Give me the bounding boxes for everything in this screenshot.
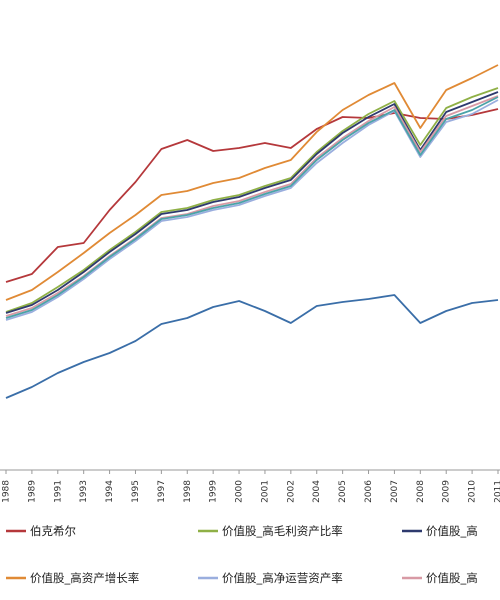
series-line-1 <box>5 87 499 313</box>
legend-label: 价值股_高净运营资产率 <box>222 571 343 585</box>
x-tick-label: 2009 <box>442 480 452 503</box>
x-tick-label: 2006 <box>364 480 374 503</box>
x-tick-label: 1997 <box>157 480 167 503</box>
x-tick-label: 1993 <box>79 480 89 503</box>
plot-area <box>5 64 499 399</box>
series-line-4 <box>5 99 499 321</box>
legend-label: 伯克希尔 <box>30 524 76 538</box>
series-line-2 <box>5 91 499 314</box>
x-tick-label: 2010 <box>468 480 478 503</box>
legend-label: 价值股_高 <box>426 524 478 538</box>
series-line-6 <box>5 294 499 399</box>
series-line-7 <box>5 96 499 319</box>
series-line-0 <box>5 108 499 283</box>
x-tick-label: 1995 <box>131 480 141 503</box>
x-tick-label: 2005 <box>338 480 348 503</box>
series-line-5 <box>5 95 499 317</box>
x-tick-label: 2001 <box>260 480 270 503</box>
x-tick-label: 1994 <box>105 480 115 503</box>
legend-label: 价值股_高资产增长率 <box>30 571 139 585</box>
x-tick-label: 2000 <box>235 480 245 503</box>
series-line-3 <box>5 64 499 301</box>
x-tick-label: 2007 <box>390 480 400 503</box>
x-tick-label: 2008 <box>416 480 426 503</box>
x-tick-label: 1988 <box>2 480 12 503</box>
x-tick-label: 1991 <box>53 480 63 503</box>
x-tick-label: 2002 <box>286 480 296 503</box>
x-axis-ticks: 1988 1989 1991 1993 1994 1995 1997 1998 1999 2000… <box>2 470 500 503</box>
x-tick-label: 2011 <box>494 480 500 503</box>
x-tick-label: 1998 <box>183 480 193 503</box>
x-tick-label: 1989 <box>27 480 37 503</box>
legend-label: 价值股_高毛利资产比率 <box>222 524 343 538</box>
legend-label: 价值股_高 <box>426 571 478 585</box>
x-tick-label: 2004 <box>312 480 322 503</box>
x-tick-label: 1999 <box>209 480 219 503</box>
